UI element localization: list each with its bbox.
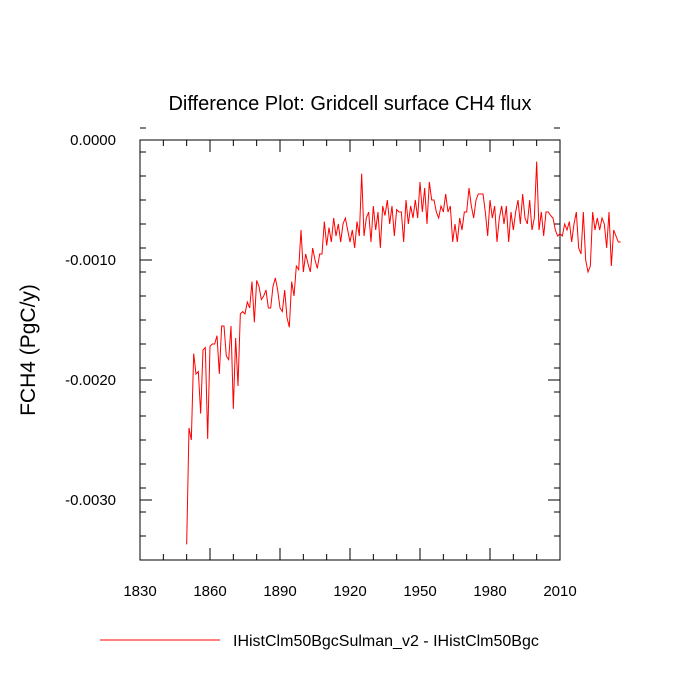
- tick-labels: 1830 1860 1890 1920 1950 1980 2010 0.0000 -0.001…: [65, 132, 577, 600]
- y-tick-label: -0.0030: [65, 492, 116, 509]
- y-tick-label: 0.0000: [70, 132, 116, 149]
- x-tick-label: 1890: [263, 583, 296, 600]
- x-tick-label: 1920: [333, 583, 366, 600]
- x-tick-label: 1950: [403, 583, 436, 600]
- y-axis-label: FCH4 (PgC/y): [17, 284, 40, 416]
- x-tick-label: 1860: [193, 583, 226, 600]
- x-tick-label: 1980: [473, 583, 506, 600]
- y-tick-label: -0.0010: [65, 252, 116, 269]
- chart-title: Difference Plot: Gridcell surface CH4 fl…: [168, 93, 531, 115]
- x-tick-label: 2010: [543, 583, 576, 600]
- y-tick-label: -0.0020: [65, 372, 116, 389]
- series-line-sulman-minus-bgc: [186, 161, 621, 545]
- legend-label: IHistClm50BgcSulman_v2 - IHistClm50Bgc: [233, 633, 539, 650]
- legend: IHistClm50BgcSulman_v2 - IHistClm50Bgc: [100, 633, 539, 650]
- x-tick-label: 1830: [123, 583, 156, 600]
- tick-marks: [139, 127, 561, 561]
